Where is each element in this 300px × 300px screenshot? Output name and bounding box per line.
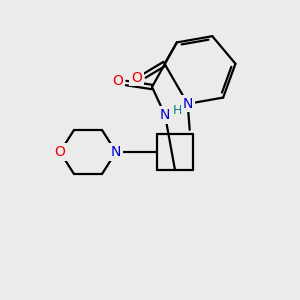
Text: O: O	[112, 74, 123, 88]
Text: O: O	[131, 71, 142, 85]
Text: N: N	[182, 97, 193, 111]
Text: N: N	[111, 145, 121, 159]
Text: H: H	[172, 104, 182, 118]
Text: N: N	[160, 108, 170, 122]
Text: O: O	[55, 145, 65, 159]
